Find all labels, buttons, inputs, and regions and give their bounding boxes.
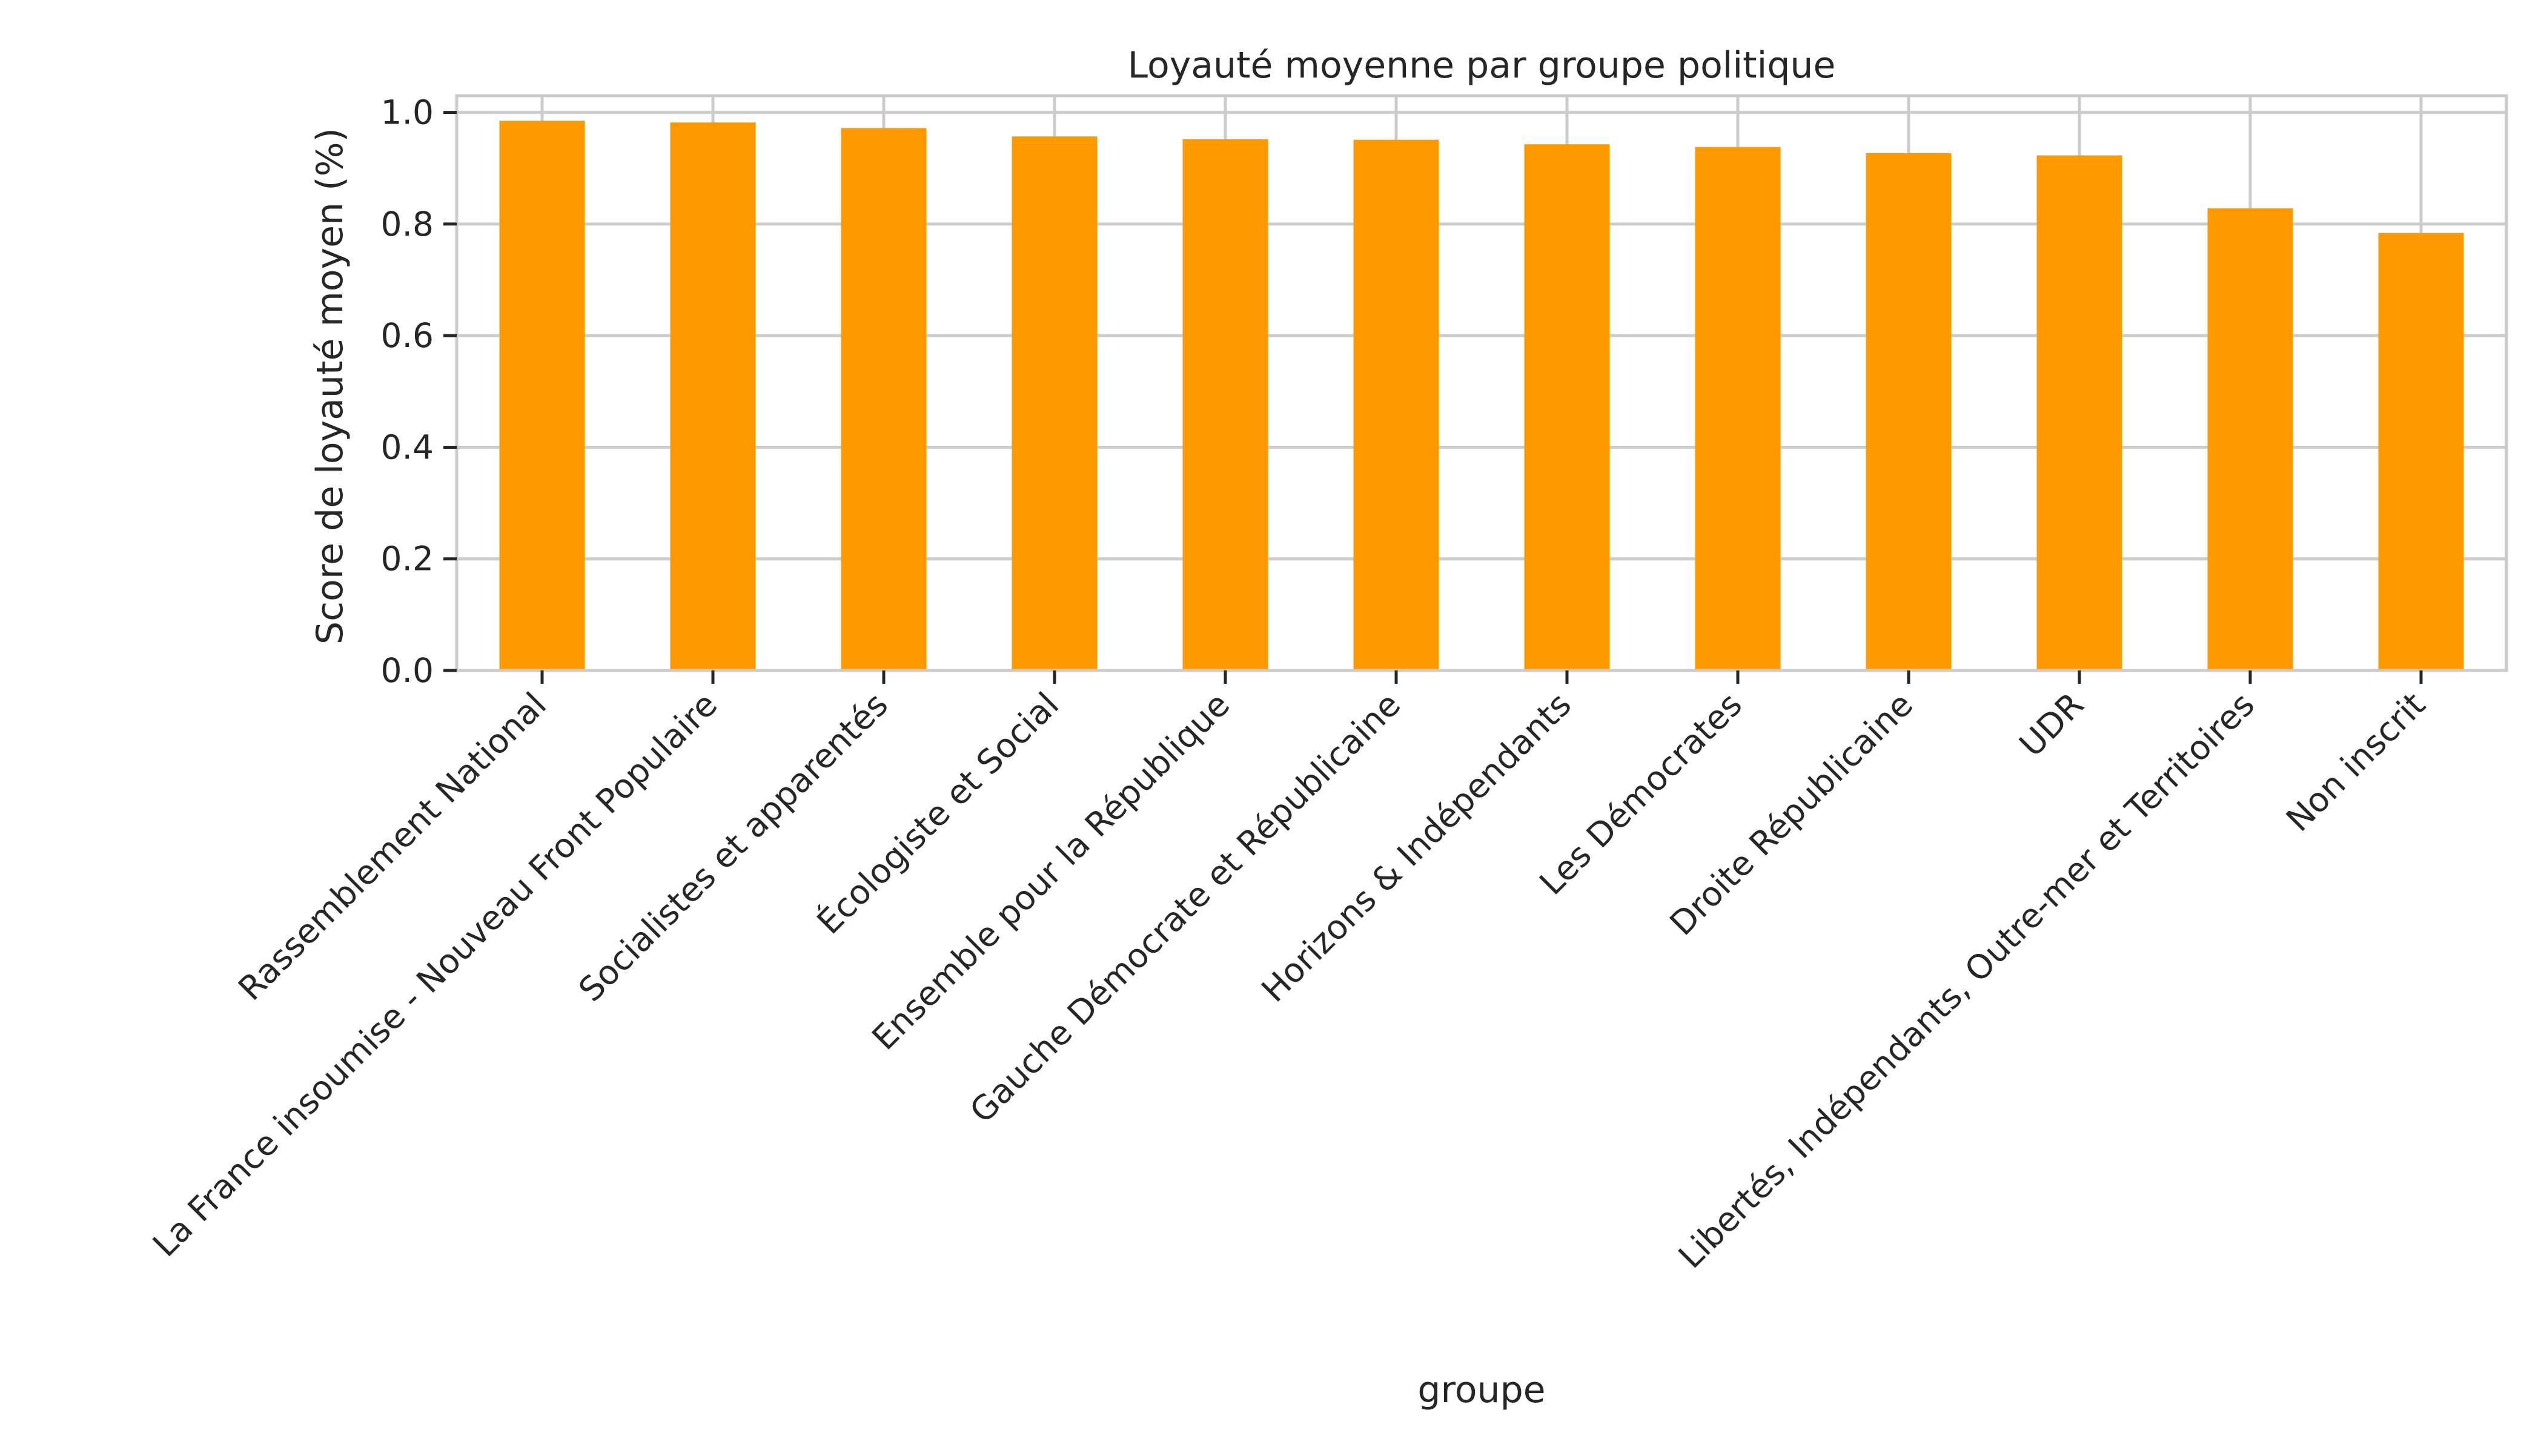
bar	[2378, 233, 2464, 670]
x-tick-label: Non inscrit	[2279, 685, 2433, 839]
bar	[841, 128, 927, 670]
bars	[499, 121, 2464, 671]
grid	[457, 96, 2506, 672]
y-tick-label: 0.8	[381, 205, 434, 243]
chart-title: Loyauté moyenne par groupe politique	[1128, 44, 1836, 87]
x-tick-label: La France insoumise - Nouveau Front Popu…	[145, 685, 724, 1264]
y-tick-label: 0.2	[381, 540, 434, 578]
x-tick-label: UDR	[2012, 685, 2091, 764]
bar	[2036, 155, 2122, 670]
bar	[1353, 139, 1439, 671]
x-axis-label: groupe	[1417, 1369, 1545, 1411]
y-tick-label: 1.0	[381, 93, 434, 132]
x-tick-label: Ensemble pour la République	[864, 685, 1237, 1057]
bar	[1182, 139, 1268, 670]
y-axis: 0.0 0.2 0.4 0.6 0.8 1.0	[381, 93, 457, 690]
x-tick-label: Socialistes et apparentés	[571, 685, 895, 1009]
bar	[2207, 208, 2293, 670]
x-tick-label: Horizons & Indépendants	[1254, 685, 1578, 1010]
y-tick-label: 0.4	[381, 428, 434, 466]
bar	[1695, 147, 1781, 671]
y-tick-label: 0.0	[381, 651, 434, 690]
y-axis-label: Score de loyauté moyen (%)	[309, 128, 351, 644]
bar	[1866, 153, 1952, 670]
x-tick-label: Rassemblement National	[231, 685, 554, 1008]
bar	[1524, 144, 1610, 670]
x-tick-label: Libertés, Indépendants, Outre-mer et Ter…	[1671, 685, 2262, 1276]
plot-frame	[455, 94, 2508, 672]
bar	[499, 121, 585, 670]
bar	[670, 122, 756, 671]
y-tick-label: 0.6	[381, 316, 434, 355]
bar	[1012, 136, 1098, 670]
